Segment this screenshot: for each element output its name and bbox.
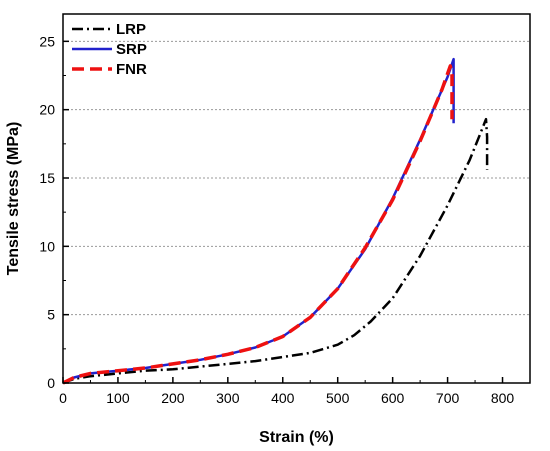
y-tick-label: 5	[47, 307, 55, 323]
x-tick-label: 600	[381, 390, 405, 406]
legend-label-lrp: LRP	[116, 21, 146, 38]
legend: LRP SRP FNR	[72, 21, 147, 78]
series-line-srp	[62, 57, 455, 385]
series-line-fnr	[62, 64, 454, 385]
x-tick-label: 300	[216, 390, 240, 406]
plot-frame	[62, 13, 531, 384]
x-tick-label: 200	[161, 390, 185, 406]
y-tick-label: 10	[39, 238, 55, 254]
y-tick-label: 20	[39, 102, 55, 118]
y-tick-label: 25	[39, 33, 55, 49]
axis-ticks: 0 100 200 300 400 500 600 700 800 0 5 10 15 20 25	[39, 33, 514, 406]
x-tick-label: 500	[326, 390, 350, 406]
grid-lines	[63, 40, 530, 316]
legend-label-srp: SRP	[116, 41, 147, 58]
legend-label-fnr: FNR	[116, 61, 147, 78]
x-tick-label: 800	[491, 390, 515, 406]
series-line-lrp	[62, 117, 489, 385]
series-layer	[62, 57, 489, 385]
y-tick-label: 15	[39, 170, 55, 186]
y-tick-label: 0	[47, 375, 55, 391]
x-axis-label: Strain (%)	[259, 429, 334, 446]
x-tick-label: 0	[59, 390, 67, 406]
x-tick-label: 700	[436, 390, 460, 406]
x-tick-label: 100	[106, 390, 130, 406]
y-axis-label: Tensile stress (MPa)	[5, 122, 22, 276]
x-tick-label: 400	[271, 390, 295, 406]
